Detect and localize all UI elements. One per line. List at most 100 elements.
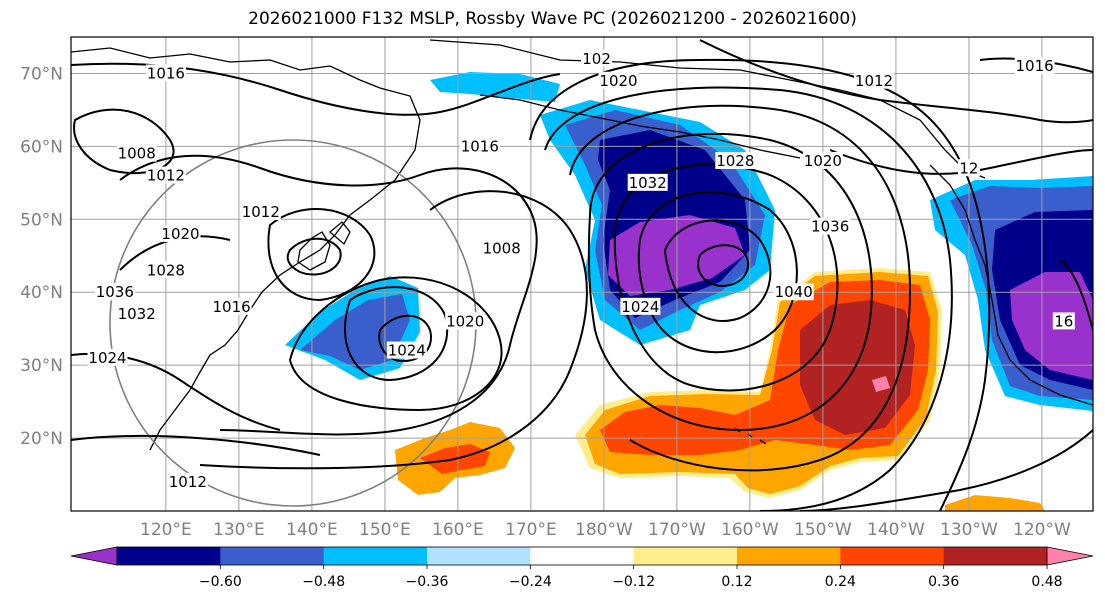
isobar-label-background [167,472,208,490]
isobar-label: 1020 [804,152,842,170]
colorbar-outline [116,546,1048,566]
colorbar-tick-label: 0.48 [1031,574,1062,590]
isobar-label: 1012 [147,167,185,185]
latitude-label: 60°N [20,137,63,157]
isobar-line [697,244,750,287]
negative-anomaly-peak-east [1010,272,1093,380]
longitude-label: 160°W [721,520,779,540]
isobar-label: 1024 [388,342,426,360]
longitude-label: 170°E [505,520,557,540]
positive-anomaly-south-edge [945,495,1045,511]
isobar-label-background [459,137,500,155]
isobar-line [613,163,839,392]
alaska-coastline [429,39,986,179]
isobar-label-background [773,283,814,301]
colorbar-segment [633,547,738,565]
colorbar-extend-low [70,546,118,566]
longitude-label: 160°E [432,520,484,540]
isobar-label: 102 [582,50,611,68]
isobar-label-background [957,159,980,177]
colorbar-segment [427,547,531,565]
isobar-label-background [116,144,157,162]
latitude-label: 40°N [20,283,63,303]
isobar-label-background [715,151,756,169]
asia-coastline [71,47,421,451]
latitude-labels: 70°N 60°N 50°N 40°N 30°N 20°N [20,64,63,449]
longitude-label: 130°W [940,520,998,540]
isobar-label-background [627,173,668,191]
isobar-label-background [445,312,486,330]
isobar-line [73,108,175,175]
colorbar: −0.60 −0.48 −0.36 −0.24 −0.12 0.12 0.24 0.36 0.4… [70,546,1094,590]
isobar-label-background [802,151,843,169]
isobar-line [344,286,449,382]
negative-anomaly-light-north [430,72,560,102]
isobar-label: 1024 [621,298,659,316]
isobar-label: 1020 [161,225,199,243]
isobar-line [286,237,342,276]
colorbar-tick-label: −0.24 [509,574,552,590]
colorbar-tick-label: −0.48 [302,574,345,590]
isobar-label: 1012 [855,72,893,90]
colorbar-segment [737,547,841,565]
rossby-wave-pc-shading [285,72,1093,511]
isobar-label-background [211,297,252,315]
colorbar-segment [530,547,635,565]
isobar-label: 1016 [461,137,499,155]
longitude-label: 150°W [794,520,852,540]
isobar-line [587,132,873,432]
longitude-label: 140°E [286,520,338,540]
isobar-label: 1032 [629,174,667,192]
isobar-label: 1036 [811,218,849,236]
isobar-line [119,154,538,436]
isobar-label: 1028 [716,152,754,170]
colorbar-segment [220,547,325,565]
latitude-label: 70°N [20,64,63,84]
longitude-label: 120°W [1013,520,1071,540]
mslp-isobars [71,39,1093,511]
isobar-label-background [1052,312,1075,330]
colorbar-tick-label: −0.12 [612,574,655,590]
colorbar-extend-high [1046,546,1094,566]
isobar-label-background [581,49,613,67]
isobar-label-background [240,203,281,221]
isobar-line [544,86,953,511]
isobar-label-background [386,341,427,359]
isobar-line [71,435,321,456]
isobar-line [1059,259,1093,331]
isobar-label-background [1014,57,1055,75]
longitude-label: 170°W [648,520,706,540]
positive-anomaly-peak-pacific [872,376,890,392]
north-america-coastline [929,164,1093,406]
isobar-label-background [481,239,522,257]
latitude-label: 30°N [20,356,63,376]
isobar-label: 16 [1054,312,1073,330]
colorbar-segment [323,547,428,565]
colorbar-tick-label: 0.24 [825,574,856,590]
colorbar-segment [117,547,221,565]
map-frame [70,36,1094,512]
longitude-labels: 120°E 130°E 140°E 150°E 160°E 170°E 180°W 170°W… [140,520,1071,540]
isobar-label-background [854,71,894,89]
isobar-label-background [94,283,135,301]
isobar-label-background [145,166,186,184]
colorbar-segment [840,547,945,565]
isobar-label-background [145,64,186,82]
isobar-label: 1040 [775,283,813,301]
isobar-line [799,429,1093,511]
isobar-line [569,104,912,472]
isobar-label-background [620,297,661,315]
isobar-label-background [116,305,157,323]
isobar-line [267,208,376,302]
isobar-line [288,276,503,412]
isobar-label: 12 [959,159,978,177]
aleutian-chain [479,94,801,159]
isobar-line [663,219,772,322]
isobar-label-background [810,217,851,235]
isobar-label: 1016 [213,298,251,316]
coastlines [71,39,1093,451]
isobar-label: 1012 [242,203,280,221]
latitude-label: 50°N [20,210,63,230]
isobar-label: 1016 [147,64,185,82]
